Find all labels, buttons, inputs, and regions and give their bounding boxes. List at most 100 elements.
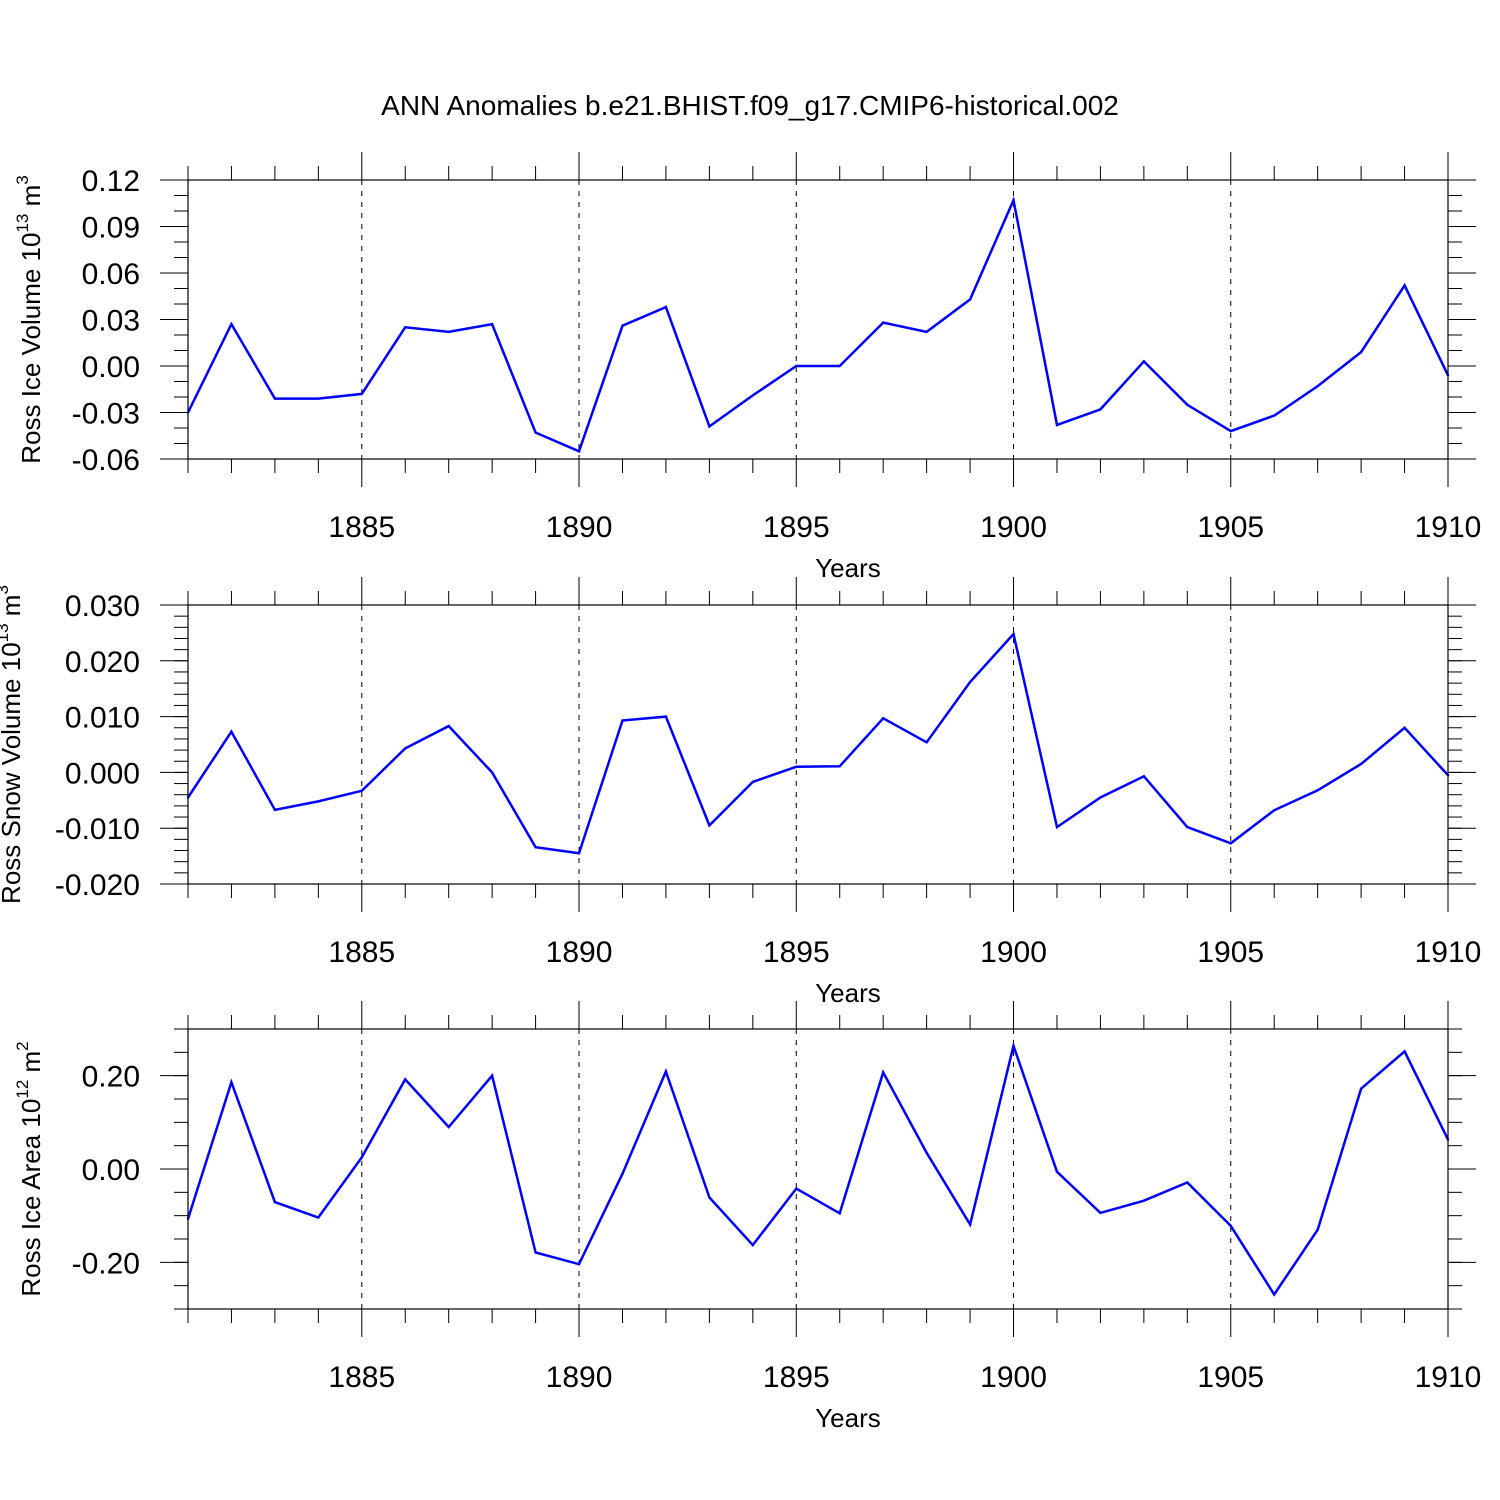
data-point: [1403, 1050, 1406, 1053]
data-point: [404, 747, 407, 750]
data-point: [664, 715, 668, 718]
data-point: [751, 394, 755, 397]
data-point: [1403, 726, 1406, 729]
data-point: [751, 1243, 755, 1247]
data-point: [534, 1251, 537, 1254]
panels: -0.06 -0.03 0.00 0.03 0.06 0.09 0.12 1885 1890 18…: [0, 152, 1481, 1433]
data-point: [1403, 284, 1406, 287]
x-tick-label: 1905: [1197, 511, 1264, 544]
x-tick-label: 1900: [980, 936, 1047, 969]
y-tick-label: 0.09: [82, 212, 140, 245]
y-axis-label: Ross Ice Volume 1013 m3: [13, 175, 46, 464]
x-tick-label: 1900: [980, 1361, 1047, 1394]
x-tick-label: 1900: [980, 511, 1047, 544]
x-tick-label: 1890: [546, 511, 613, 544]
y-tick-label: -0.010: [55, 813, 140, 846]
data-point: [230, 730, 233, 733]
data-point: [1359, 1087, 1363, 1090]
data-point: [708, 824, 711, 827]
y-tick-label: 0.00: [82, 351, 140, 384]
data-point: [317, 800, 320, 803]
data-point: [534, 431, 537, 434]
x-tick-label: 1885: [328, 511, 395, 544]
data-point: [664, 1070, 668, 1073]
x-tick-label: 1910: [1415, 1361, 1482, 1394]
data-point: [1273, 809, 1276, 812]
data-point: [447, 1125, 450, 1129]
x-tick-label: 1890: [546, 1361, 613, 1394]
data-point: [664, 305, 668, 309]
data-point: [1142, 1199, 1146, 1202]
data-point: [838, 364, 841, 368]
data-point: [490, 1074, 494, 1077]
data-point: [1055, 423, 1059, 427]
data-point: [968, 680, 972, 684]
data-point: [1229, 842, 1232, 845]
y-tick-label: 0.06: [82, 258, 140, 291]
x-tick-label: 1885: [328, 936, 395, 969]
data-point: [360, 789, 363, 793]
data-point: [1359, 350, 1363, 354]
figure-title: ANN Anomalies b.e21.BHIST.f09_g17.CMIP6-…: [381, 90, 1119, 121]
data-point: [708, 1196, 711, 1199]
x-tick-label: 1905: [1197, 936, 1264, 969]
data-point: [360, 392, 363, 396]
data-point: [795, 364, 798, 368]
x-tick-label: 1885: [328, 1361, 395, 1394]
data-point: [621, 719, 624, 722]
data-point: [1099, 796, 1102, 799]
x-tick-label: 1905: [1197, 1361, 1264, 1394]
data-point: [708, 425, 711, 428]
y-axis-label: Ross Snow Volume 1013 m3: [0, 585, 26, 904]
data-point: [317, 1216, 320, 1219]
series-line: [186, 631, 1449, 855]
y-tick-label: -0.020: [55, 869, 140, 902]
x-tick-label: 1910: [1415, 511, 1482, 544]
panel-3: -0.20 0.00 0.20 1885 1890 1895 1900 1905 1910 Yea…: [13, 1001, 1481, 1433]
data-point: [1316, 1228, 1319, 1231]
data-point: [881, 1071, 885, 1074]
data-point: [1055, 1170, 1059, 1174]
data-point: [577, 450, 581, 453]
y-tick-label: 0.010: [65, 702, 140, 735]
data-point: [881, 321, 885, 324]
data-point: [1142, 775, 1146, 778]
data-point: [273, 808, 277, 811]
data-point: [1142, 360, 1146, 363]
data-point: [1316, 789, 1319, 792]
data-point: [621, 1172, 624, 1175]
data-point: [1359, 762, 1363, 766]
y-tick-label: 0.00: [82, 1154, 140, 1187]
data-point: [1316, 384, 1319, 388]
panel-1: -0.06 -0.03 0.00 0.03 0.06 0.09 0.12 1885 1890 18…: [13, 152, 1481, 583]
data-point: [1012, 632, 1015, 636]
data-point: [490, 322, 494, 326]
y-tick-label: 0.030: [65, 590, 140, 623]
data-point: [881, 717, 885, 720]
y-tick-label: 0.12: [82, 165, 140, 198]
data-point: [447, 330, 450, 334]
x-axis-label: Years: [815, 978, 881, 1008]
data-point: [925, 1151, 928, 1154]
data-point: [1229, 429, 1232, 433]
data-point: [1055, 825, 1059, 829]
data-point: [621, 324, 624, 327]
data-point: [925, 741, 928, 744]
data-point: [1229, 1224, 1232, 1228]
series-line: [186, 196, 1450, 453]
data-point: [230, 1081, 233, 1084]
data-point: [404, 326, 407, 329]
data-point: [273, 397, 277, 400]
data-point: [968, 1223, 972, 1226]
data-point: [1186, 825, 1189, 829]
data-point: [577, 852, 581, 855]
panel-2: -0.020 -0.010 0.000 0.010 0.020 0.030 1885 1890…: [0, 577, 1481, 1008]
data-point: [968, 298, 972, 301]
y-axis-label: Ross Ice Area 1012 m2: [13, 1041, 46, 1296]
data-point: [447, 724, 450, 728]
data-point: [1099, 408, 1102, 411]
data-point: [317, 397, 320, 400]
x-tick-label: 1895: [763, 1361, 830, 1394]
x-tick-label: 1895: [763, 936, 830, 969]
